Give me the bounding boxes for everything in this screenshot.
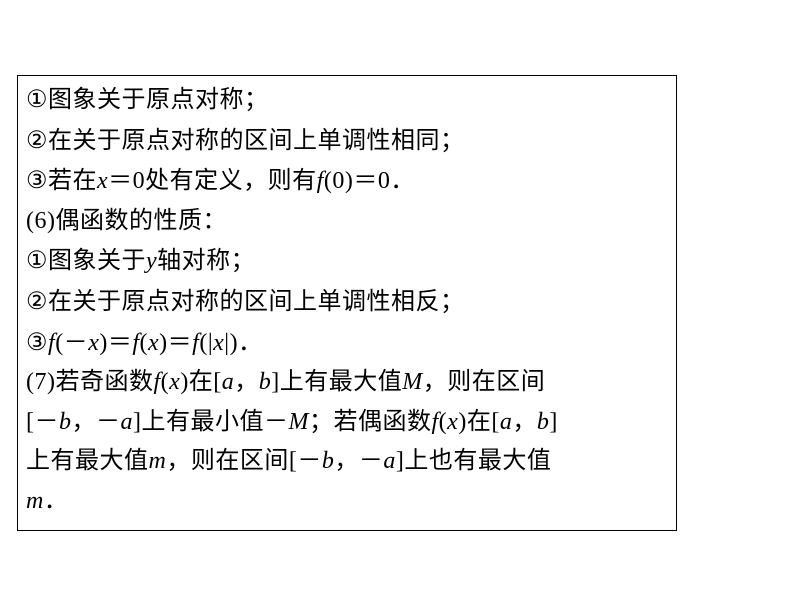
l10-p3: ]上也有最大值 [396,448,552,474]
line-5: ①图象关于y轴对称； [26,241,668,282]
l9-a2: a [500,409,513,435]
text-5b: 轴对称； [157,248,255,274]
l9-b1: b [59,409,72,435]
l8-p3: ]上有最大值 [271,369,402,395]
l7-x1: x [88,330,99,356]
l7-x3: x [213,330,224,356]
marker-6: ② [26,288,48,315]
l9-p5: )在[ [458,409,499,435]
text-6: 在关于原点对称的区间上单调性相反； [48,289,465,315]
l10-c1: ，－ [334,448,383,474]
line-1: ①图象关于原点对称； [26,80,668,121]
l7-p1: (－ [55,330,88,356]
l10-m1: m [149,448,167,474]
line-11: m． [26,482,668,522]
text-5a: 图象关于 [48,248,146,274]
l10-a1: a [383,448,396,474]
l10-p2: ，则在区间[－ [166,448,322,474]
text-3a: 若在 [48,168,97,194]
l9-M1: M [289,409,310,435]
l8-M1: M [402,369,423,395]
l7-p5: (| [199,330,213,356]
l9-x1: x [447,409,458,435]
marker-7: ③ [26,329,48,356]
l7-p4: )＝ [159,330,192,356]
l11-m1: m [26,488,44,514]
l7-x2: x [148,330,159,356]
line-9: [－b，－a]上有最小值－M；若偶函数f(x)在[a，b] [26,403,668,443]
l8-c1: ， [234,369,259,395]
l9-p2: ]上有最小值－ [133,409,289,435]
var-x: x [97,168,108,194]
l9-c2: ， [512,409,537,435]
l10-b1: b [322,448,335,474]
l8-p2: )在[ [180,369,221,395]
l7-p2: )＝ [99,330,132,356]
line-10: 上有最大值m，则在区间[－b，－a]上也有最大值 [26,442,668,482]
l9-p3: ；若偶函数 [309,409,432,435]
l9-f1: f [432,409,439,435]
line-7: ③f(－x)＝f(x)＝f(|x|)． [26,323,668,364]
l7-f2: f [132,330,139,356]
line-2: ②在关于原点对称的区间上单调性相同； [26,121,668,162]
line-3: ③若在x＝0处有定义，则有f(0)＝0． [26,161,668,202]
text-4: (6)偶函数的性质： [26,208,227,234]
l8-prefix: (7)若奇函数 [26,369,153,395]
line-4: (6)偶函数的性质： [26,202,668,242]
l8-b1: b [259,369,272,395]
l9-p4: ( [439,409,448,435]
var-y: y [146,248,157,274]
marker-5: ① [26,247,48,274]
line-8: (7)若奇函数f(x)在[a，b]上有最大值M，则在区间 [26,363,668,403]
text-2: 在关于原点对称的区间上单调性相同； [48,128,465,154]
l8-a1: a [222,369,235,395]
marker-1: ① [26,86,48,113]
l8-p4: ，则在区间 [423,369,546,395]
l11-p1: ． [44,488,69,514]
l9-a1: a [121,409,134,435]
text-3c: (0)＝0． [324,168,415,194]
l8-x1: x [169,369,180,395]
l9-c1: ，－ [72,409,121,435]
l9-b2: b [537,409,550,435]
marker-2: ② [26,127,48,154]
l8-p1: ( [161,369,170,395]
marker-3: ③ [26,167,48,194]
line-6: ②在关于原点对称的区间上单调性相反； [26,282,668,323]
l9-p6: ] [549,409,558,435]
text-1: 图象关于原点对称； [48,87,269,113]
content-box: ①图象关于原点对称； ②在关于原点对称的区间上单调性相同； ③若在x＝0处有定义… [17,75,677,531]
l7-p6: |)． [224,330,262,356]
text-3b: ＝0处有定义，则有 [108,168,317,194]
l7-p3: ( [140,330,149,356]
l8-f1: f [153,369,160,395]
l9-p1: [－ [26,409,59,435]
var-f: f [317,168,324,194]
l10-p1: 上有最大值 [26,448,149,474]
